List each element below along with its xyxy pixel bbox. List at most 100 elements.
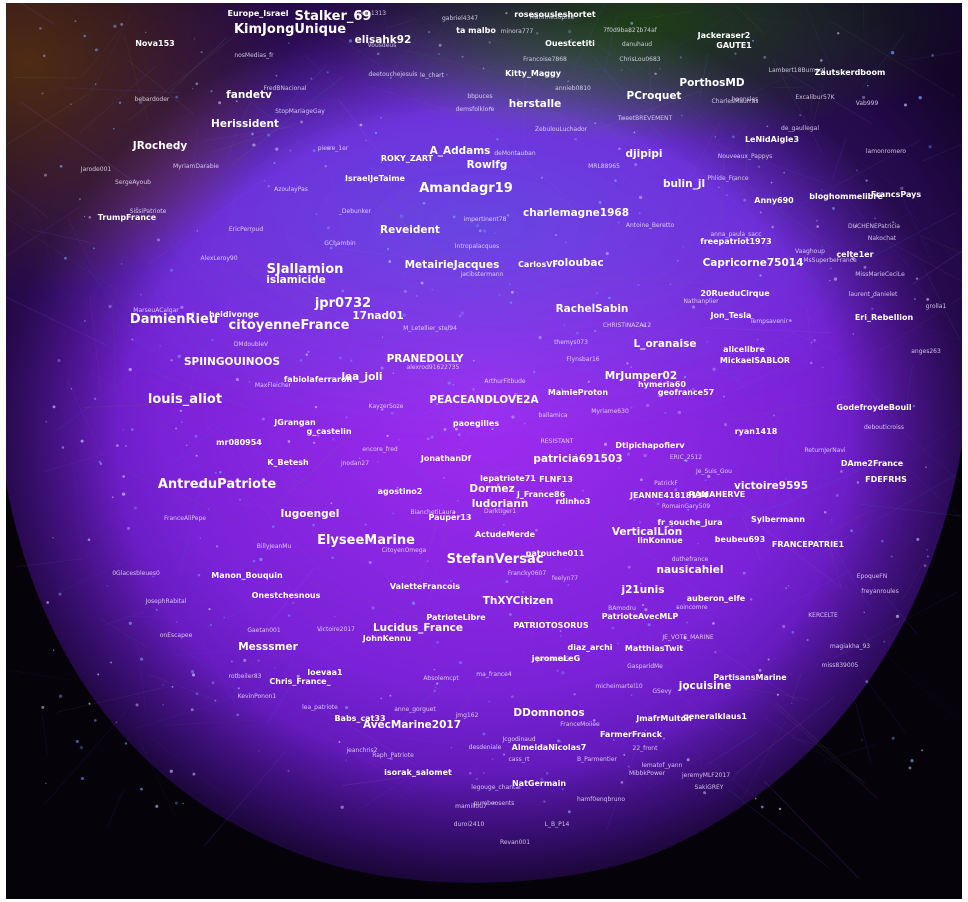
graph-edge xyxy=(211,365,259,385)
graph-node xyxy=(908,766,912,770)
graph-edge xyxy=(815,511,870,541)
node-label: jeromeLeG xyxy=(531,654,580,663)
graph-edge xyxy=(444,504,447,549)
graph-edge xyxy=(356,768,422,812)
node-label: Onestchesnous xyxy=(252,591,321,600)
node-label: _Debunker xyxy=(338,208,372,215)
graph-node xyxy=(427,30,431,34)
graph-node xyxy=(659,68,661,70)
node-label: MibbkPower xyxy=(629,770,666,777)
node-label: JonathanDf xyxy=(420,454,472,463)
graph-edge xyxy=(308,225,340,248)
graph-node xyxy=(402,313,407,317)
graph-node xyxy=(567,584,570,586)
graph-node xyxy=(218,101,222,105)
graph-node xyxy=(415,295,418,297)
graph-edge xyxy=(239,92,312,151)
graph-edge xyxy=(592,113,665,176)
node-label: DDomnonos xyxy=(513,707,584,719)
graph-edge xyxy=(242,561,339,619)
graph-node xyxy=(251,132,254,136)
graph-edge xyxy=(107,487,131,521)
graph-edge xyxy=(590,269,678,356)
graph-edge xyxy=(369,168,474,261)
graph-node xyxy=(671,525,673,528)
graph-node xyxy=(904,103,907,107)
graph-node xyxy=(778,807,782,811)
node-label: LeNidAigle3 xyxy=(745,135,799,144)
node-label: danuhaud xyxy=(622,41,652,48)
graph-node xyxy=(916,537,920,541)
graph-node xyxy=(854,225,857,228)
graph-node xyxy=(195,692,199,696)
node-label: J_France86 xyxy=(516,490,566,499)
graph-edge xyxy=(793,466,880,481)
node-label: PRANEDOLLY xyxy=(387,353,464,365)
node-label: CarlosVF xyxy=(518,260,558,269)
graph-node xyxy=(350,359,353,362)
graph-edge xyxy=(598,732,663,803)
graph-node xyxy=(379,233,382,235)
node-label: SPIINGOUINOOS xyxy=(184,356,280,368)
graph-node xyxy=(766,125,769,128)
graph-node xyxy=(61,446,65,449)
graph-edge xyxy=(513,331,614,380)
node-label: Dormez xyxy=(469,483,514,495)
graph-edge xyxy=(136,642,147,712)
graph-node xyxy=(862,95,866,100)
graph-edge xyxy=(78,65,157,134)
graph-node xyxy=(338,740,341,743)
node-label: deetouchejesuis xyxy=(369,71,418,78)
node-label: encore_fred xyxy=(362,446,398,453)
graph-node xyxy=(757,165,761,168)
graph-edge xyxy=(46,374,108,423)
graph-edge xyxy=(643,11,691,19)
node-label: MickaelSABLOR xyxy=(720,356,790,365)
node-label: de_gaullegal xyxy=(781,125,819,132)
graph-node xyxy=(821,246,823,248)
graph-node xyxy=(314,405,318,409)
graph-node xyxy=(174,801,178,805)
node-label: duthefrance xyxy=(672,556,709,563)
graph-node xyxy=(710,492,714,497)
graph-edge xyxy=(461,438,503,519)
graph-edge xyxy=(696,368,749,381)
node-label: jpr0732 xyxy=(314,296,371,311)
graph-edge xyxy=(792,737,832,750)
graph-edge xyxy=(744,687,809,700)
graph-edge xyxy=(831,349,898,421)
node-label: paoegilles xyxy=(453,419,499,428)
graph-edge xyxy=(535,86,620,184)
graph-edge xyxy=(442,112,462,210)
node-label: PATRIOTOSORUS xyxy=(513,621,589,630)
graph-node xyxy=(664,411,667,414)
graph-edge xyxy=(259,347,336,373)
graph-node xyxy=(334,244,338,247)
graph-node xyxy=(677,410,682,415)
graph-node xyxy=(411,601,416,605)
node-label: citoyenneFrance xyxy=(229,318,350,333)
graph-node xyxy=(252,559,256,563)
graph-edge xyxy=(280,185,380,274)
graph-edge xyxy=(227,287,330,335)
graph-node xyxy=(426,560,429,562)
graph-edge xyxy=(924,241,930,247)
graph-node xyxy=(376,52,380,56)
node-label: TrumpFrance xyxy=(98,213,157,222)
graph-edge xyxy=(6,94,88,146)
graph-edge xyxy=(430,152,504,239)
node-label: hymeria60 xyxy=(638,380,686,389)
node-label: Vab999 xyxy=(856,100,879,107)
node-label: bloghommelibre xyxy=(809,192,883,201)
graph-edge xyxy=(134,730,176,818)
graph-node xyxy=(476,616,480,619)
graph-node xyxy=(926,297,930,301)
graph-edge xyxy=(573,3,606,70)
graph-node xyxy=(125,445,127,447)
graph-node xyxy=(697,542,699,545)
graph-node xyxy=(52,536,54,539)
graph-edge xyxy=(381,3,389,38)
graph-edge xyxy=(772,58,823,154)
graph-edge xyxy=(806,308,812,352)
